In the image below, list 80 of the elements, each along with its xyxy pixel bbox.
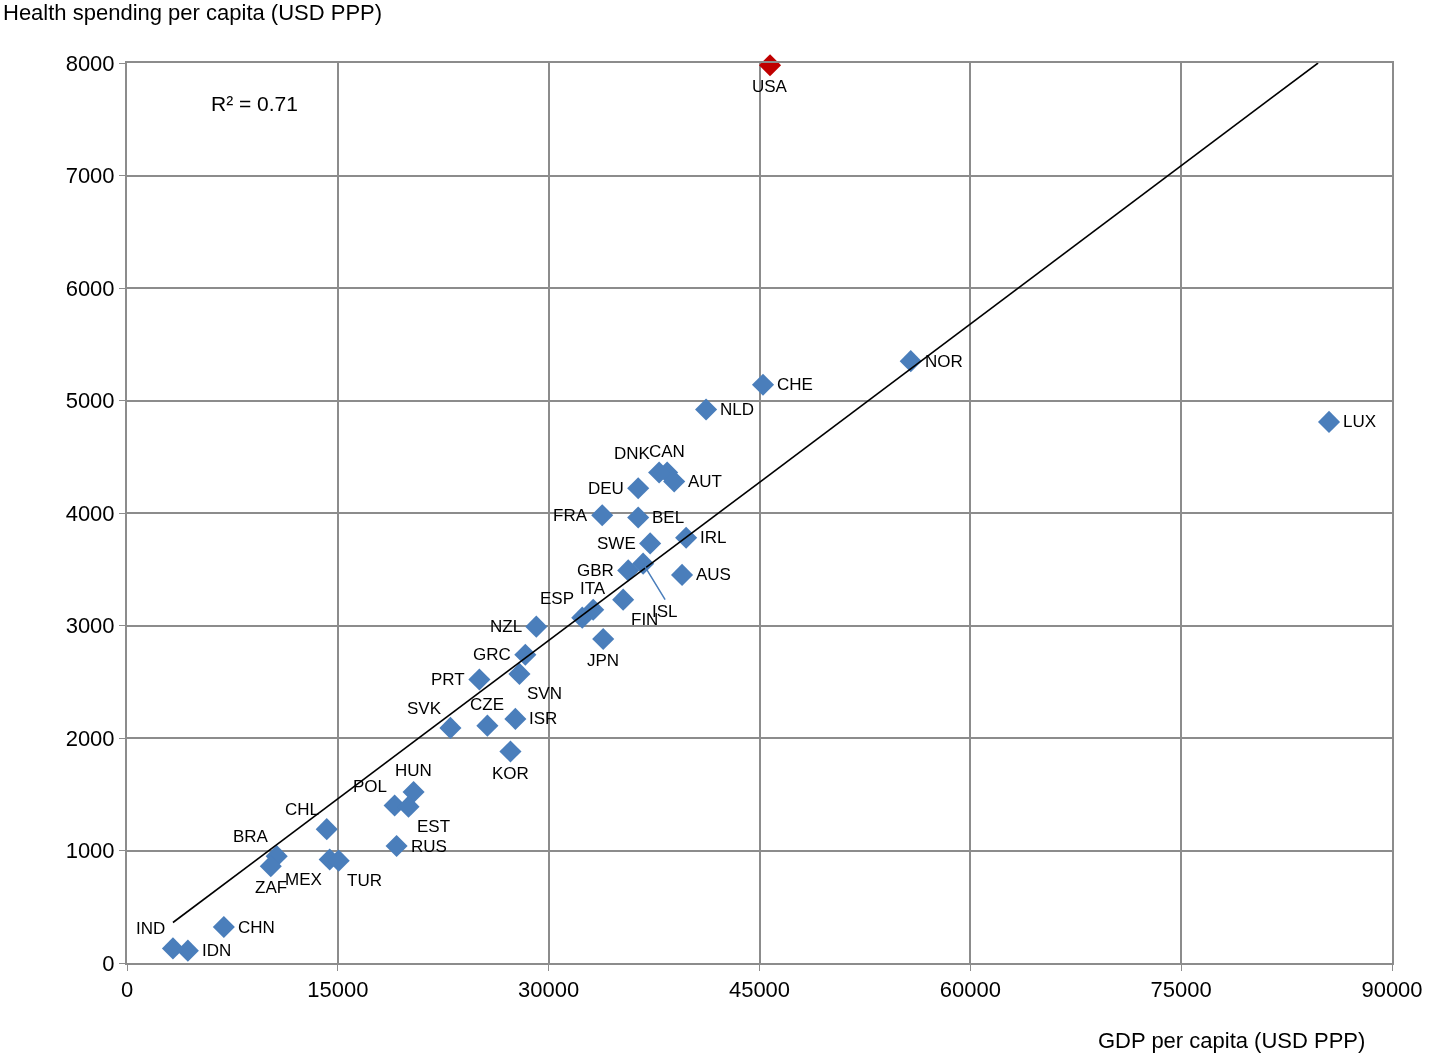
annotation: NOR	[925, 352, 963, 371]
annotation: USA	[752, 77, 788, 96]
point	[663, 470, 686, 493]
point	[402, 780, 425, 804]
point	[751, 373, 775, 396]
y-tick-label: 1000	[65, 838, 115, 864]
annotation: ISR	[529, 709, 558, 728]
y-tick-label: 0	[102, 950, 115, 976]
point	[385, 834, 408, 858]
annotation: EST	[417, 817, 451, 836]
point	[504, 707, 527, 730]
annotation: AUT	[688, 472, 722, 491]
y-tick-label: 6000	[65, 275, 115, 301]
point	[439, 716, 462, 739]
point	[176, 939, 199, 962]
y-tick-label: 7000	[65, 163, 115, 189]
annotation: BEL	[652, 508, 685, 527]
annotation: IDN	[202, 941, 232, 960]
point	[259, 855, 282, 878]
annotation: CHL	[285, 800, 320, 819]
point	[617, 559, 640, 582]
annotation: GRC	[473, 645, 511, 664]
y-tick-label: 5000	[65, 388, 115, 414]
annotation: NLD	[720, 400, 755, 419]
annotation: GBR	[577, 561, 614, 580]
x-tick-label: 60000	[939, 977, 1001, 1003]
x-tick-label: 15000	[307, 977, 369, 1003]
annotation: LUX	[1343, 412, 1377, 431]
point	[1317, 410, 1341, 433]
annotation: RUS	[411, 837, 447, 856]
y-tick-label: 2000	[65, 725, 115, 751]
y-tick-label: 8000	[65, 50, 115, 76]
x-tick-label: 90000	[1361, 977, 1423, 1003]
annotation: IND	[136, 919, 166, 938]
point	[525, 615, 548, 638]
annotation: KOR	[492, 764, 529, 783]
annotation: SWE	[597, 534, 636, 553]
annotation: PRT	[431, 670, 465, 689]
annotation: CHE	[777, 375, 813, 394]
annotation: R² = 0.71	[211, 92, 298, 115]
annotation: HUN	[395, 761, 432, 780]
annotation: CAN	[649, 442, 685, 461]
annotation: DEU	[588, 479, 624, 498]
annotation: SVN	[527, 684, 562, 703]
point	[627, 506, 650, 529]
annotation: IRL	[700, 528, 727, 547]
point	[671, 563, 694, 586]
annotation: POL	[353, 777, 388, 796]
point	[499, 740, 522, 763]
y-tick-label: 4000	[65, 500, 115, 526]
point	[627, 477, 650, 500]
point	[468, 668, 491, 691]
point	[591, 504, 614, 527]
x-tick-label: 45000	[728, 977, 791, 1003]
point	[592, 627, 615, 651]
annotation: DNK	[614, 444, 651, 463]
point	[695, 398, 718, 421]
x-axis-title: GDP per capita (USD PPP)	[1098, 1028, 1366, 1053]
x-tick-label: 75000	[1150, 977, 1212, 1003]
annotation: ESP	[540, 589, 575, 608]
annotation: CHN	[238, 918, 275, 937]
point	[212, 915, 235, 939]
annotation: JPN	[587, 651, 620, 670]
annotation: TUR	[347, 871, 382, 890]
point	[639, 532, 662, 555]
point	[508, 662, 531, 685]
x-tick-label: 0	[120, 977, 134, 1003]
annotation: AUS	[696, 565, 731, 584]
y-tick-label: 3000	[65, 613, 115, 639]
annotation: ITA	[580, 579, 606, 598]
annotation: CZE	[470, 695, 504, 714]
annotation: BRA	[233, 827, 269, 846]
annotation: SVK	[407, 699, 442, 718]
x-tick-label: 30000	[518, 977, 580, 1003]
annotation: NZL	[490, 617, 523, 636]
y-axis-title: Health spending per capita (USD PPP)	[3, 0, 383, 25]
point	[612, 588, 635, 611]
annotation: FRA	[553, 506, 588, 525]
point	[315, 818, 338, 841]
point	[476, 714, 499, 737]
